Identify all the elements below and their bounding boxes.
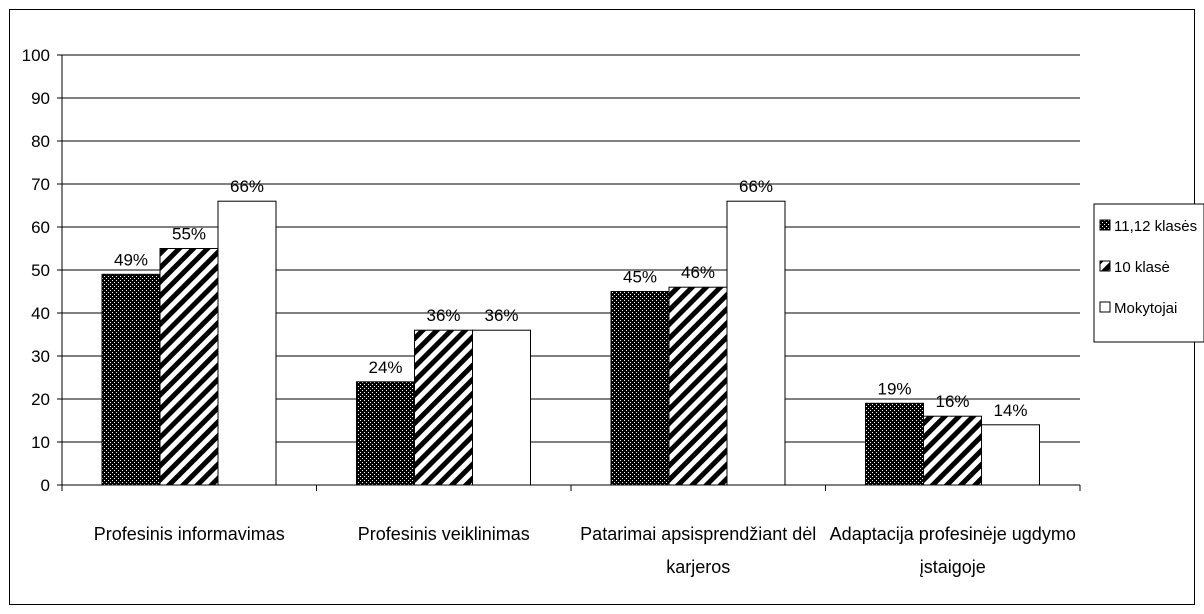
data-label: 36% [426,306,460,325]
data-label: 55% [172,225,206,244]
bar [610,291,670,486]
data-label: 19% [877,379,911,398]
legend-swatch [1099,301,1111,313]
bar [865,402,924,486]
x-category-label: Adaptacija profesinėje ugdymo [830,524,1076,544]
data-label: 66% [739,177,773,196]
x-category-label: Profesinis informavimas [94,524,285,544]
bar [356,381,415,486]
data-label: 46% [681,263,715,282]
y-tick-label: 40 [31,304,50,323]
y-tick-label: 80 [31,132,50,151]
legend-box [1093,203,1204,343]
bar [472,329,531,486]
y-tick-label: 20 [31,390,50,409]
data-label: 36% [484,306,518,325]
bar [414,329,473,486]
bar [981,424,1040,486]
bar [101,273,161,486]
legend: 11,12 klasės 10 klasė Mokytojai [1093,203,1204,343]
bar [726,200,786,486]
y-tick-label: 30 [31,347,50,366]
data-label: 49% [114,250,148,269]
data-label: 66% [230,177,264,196]
bar [923,415,982,486]
legend-swatch [1099,219,1111,231]
y-tick-label: 90 [31,89,50,108]
data-labels: 49% 24% 45% 19% 55% 36% 46% 16% 66% 36% 66% 14% [114,177,1028,420]
data-label: 45% [623,268,657,287]
axes: 0 10 20 30 40 50 60 70 80 90 100 [22,46,1081,495]
y-tick-label: 100 [22,46,50,65]
legend-label: 10 klasė [1114,259,1170,276]
y-tick-label: 60 [31,218,50,237]
x-category-label: Patarimai apsisprendžiant dėl [580,524,816,544]
bar [217,200,277,486]
legend-label: 11,12 klasės [1114,218,1197,235]
x-category-label: karjeros [666,557,730,577]
legend-label: Mokytojai [1114,300,1177,317]
legend-swatch [1099,260,1111,272]
data-label: 16% [935,392,969,411]
x-category-label: Profesinis veiklinimas [358,524,530,544]
y-tick-label: 70 [31,175,50,194]
y-tick-label: 10 [31,433,50,452]
y-tick-label: 0 [41,476,50,495]
bar [668,286,728,486]
bars [101,200,1040,486]
category-labels: Profesinis informavimas Profesinis veikli… [94,524,1076,577]
data-label: 14% [993,401,1027,420]
x-category-label: įstaigoje [920,557,986,577]
y-tick-label: 50 [31,261,50,280]
bar [159,248,219,486]
data-label: 24% [368,358,402,377]
